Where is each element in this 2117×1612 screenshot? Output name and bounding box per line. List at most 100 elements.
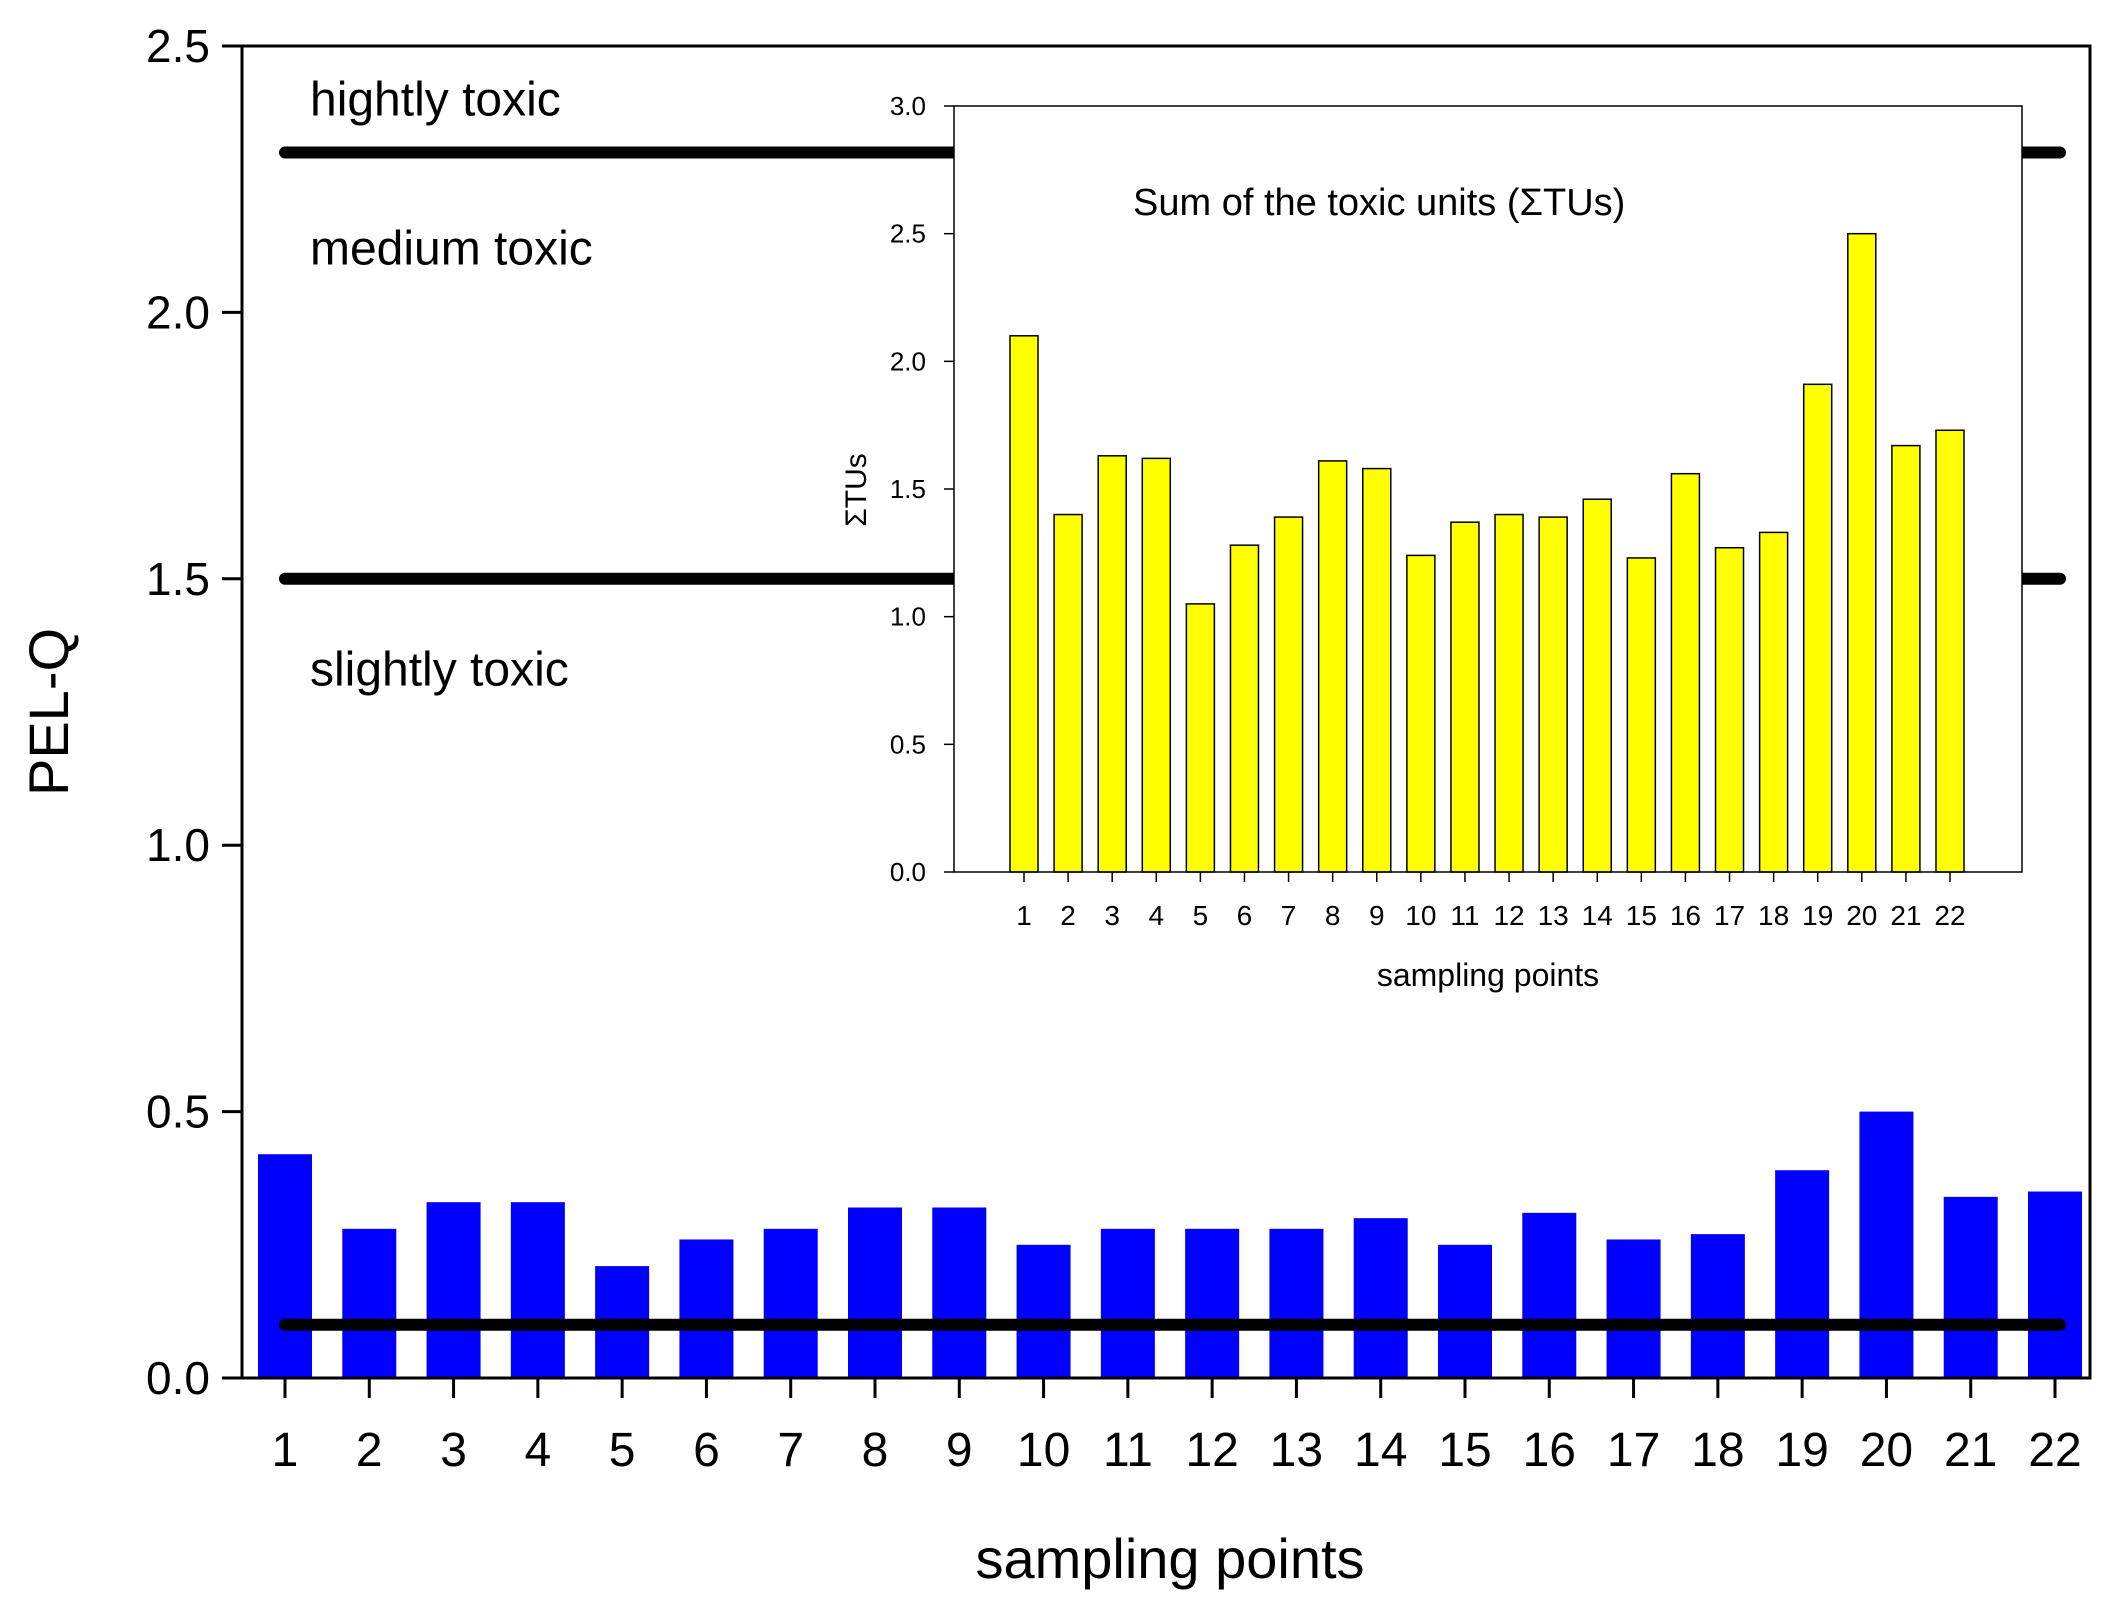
x-tick-label: 6 bbox=[693, 1424, 720, 1477]
x-tick-label: 16 bbox=[1523, 1424, 1576, 1477]
x-tick-label: 17 bbox=[1607, 1424, 1660, 1477]
y-axis-label: PEL-Q bbox=[17, 628, 80, 796]
inset-x-tick-label: 11 bbox=[1450, 900, 1479, 931]
inset-x-tick-label: 15 bbox=[1626, 900, 1657, 931]
inset-chart: 0.00.51.01.52.02.53.01 2 3 4 5 6 7 8 9 10 11 12 13 14… bbox=[840, 91, 2023, 993]
inset-bar bbox=[1362, 467, 1392, 873]
y-tick-label: 1.0 bbox=[146, 819, 210, 871]
inset-bar bbox=[1494, 513, 1524, 873]
inset-bar bbox=[1891, 444, 1921, 873]
inset-x-tick-label: 5 bbox=[1193, 900, 1209, 931]
inset-x-tick-label: 6 bbox=[1237, 900, 1253, 931]
inset-bar bbox=[1714, 546, 1745, 873]
inset-bar bbox=[1273, 516, 1304, 873]
main-axes-group: 0.00.51.01.52.02.51 2 3 4 5 6 7 8 9 10 11 12 13 14 15 1… bbox=[17, 20, 2092, 1590]
inset-y-tick-label: 0.0 bbox=[890, 857, 926, 887]
inset-axes-group: 0.00.51.01.52.02.53.01 2 3 4 5 6 7 8 9 10 11 12 13 14… bbox=[840, 91, 2023, 993]
toxicity-annotation: medium toxic bbox=[310, 222, 593, 275]
inset-bars-group bbox=[1009, 232, 1965, 873]
inset-x-tick-label: 17 bbox=[1714, 900, 1745, 931]
inset-x-tick-label: 14 bbox=[1582, 900, 1613, 931]
main-bar bbox=[1943, 1196, 1998, 1378]
inset-bar bbox=[1626, 557, 1657, 873]
x-tick-label: 19 bbox=[1775, 1424, 1828, 1477]
inset-bar bbox=[1185, 603, 1216, 873]
x-tick-label: 20 bbox=[1860, 1424, 1913, 1477]
inset-x-tick-label: 19 bbox=[1802, 900, 1833, 931]
main-bar bbox=[1690, 1234, 1745, 1378]
main-bar bbox=[2028, 1191, 2082, 1378]
inset-y-tick-label: 1.5 bbox=[890, 474, 926, 504]
toxicity-annotations-group: hightly toxic medium toxic slightly toxic bbox=[310, 73, 593, 696]
inset-x-tick-label: 10 bbox=[1405, 900, 1436, 931]
main-bar bbox=[1185, 1228, 1240, 1378]
inset-bar bbox=[1847, 232, 1877, 873]
x-tick-label: 18 bbox=[1691, 1424, 1744, 1477]
inset-bar bbox=[1670, 472, 1701, 873]
inset-x-tick-label: 18 bbox=[1758, 900, 1789, 931]
x-tick-label: 7 bbox=[777, 1424, 804, 1477]
x-tick-label: 15 bbox=[1438, 1424, 1491, 1477]
main-bar bbox=[1522, 1212, 1577, 1378]
main-bar bbox=[763, 1228, 818, 1378]
main-bar bbox=[1269, 1228, 1324, 1378]
inset-x-tick-label: 8 bbox=[1325, 900, 1341, 931]
x-tick-label: 8 bbox=[862, 1424, 889, 1477]
x-tick-label: 5 bbox=[609, 1424, 636, 1477]
main-bar bbox=[1606, 1239, 1661, 1378]
main-bar bbox=[510, 1202, 565, 1378]
inset-y-tick-label: 2.0 bbox=[890, 346, 926, 376]
x-tick-label: 22 bbox=[2028, 1424, 2081, 1477]
x-tick-label: 1 bbox=[272, 1424, 299, 1477]
inset-y-tick-label: 0.5 bbox=[890, 729, 926, 759]
inset-bar bbox=[1935, 429, 1965, 873]
inset-x-tick-label: 22 bbox=[1934, 900, 1965, 931]
inset-x-axis-label: sampling points bbox=[1377, 957, 1599, 993]
toxicity-annotation: hightly toxic bbox=[310, 73, 561, 126]
inset-bar bbox=[1758, 531, 1789, 873]
x-tick-label: 12 bbox=[1185, 1424, 1238, 1477]
main-bar bbox=[848, 1207, 902, 1378]
inset-y-axis-label: ΣTUs bbox=[840, 453, 873, 527]
main-bar bbox=[1859, 1111, 1914, 1378]
inset-x-tick-label: 3 bbox=[1104, 900, 1120, 931]
x-tick-label: 2 bbox=[356, 1424, 383, 1477]
x-tick-label: 13 bbox=[1270, 1424, 1323, 1477]
main-bar bbox=[258, 1154, 312, 1378]
inset-bar bbox=[1229, 544, 1260, 873]
inset-x-tick-label: 1 bbox=[1016, 900, 1032, 931]
y-tick-label: 1.5 bbox=[146, 553, 210, 605]
main-plot-frame bbox=[240, 44, 2092, 1380]
y-tick-label: 2.0 bbox=[146, 286, 210, 338]
inset-x-tick-label: 4 bbox=[1148, 900, 1164, 931]
inset-y-tick-label: 3.0 bbox=[890, 91, 926, 121]
x-tick-label: 21 bbox=[1944, 1424, 1997, 1477]
main-bar bbox=[342, 1228, 397, 1378]
toxicity-annotation: slightly toxic bbox=[310, 643, 569, 696]
main-bar bbox=[1775, 1170, 1830, 1378]
x-tick-label: 14 bbox=[1354, 1424, 1407, 1477]
inset-x-tick-label: 12 bbox=[1493, 900, 1524, 931]
inset-bar bbox=[1406, 554, 1436, 873]
inset-x-tick-label: 2 bbox=[1060, 900, 1076, 931]
inset-bar bbox=[1538, 516, 1568, 873]
inset-y-tick-label: 1.0 bbox=[890, 602, 926, 632]
main-bar bbox=[1438, 1244, 1492, 1378]
inset-background bbox=[954, 106, 2022, 872]
main-bar bbox=[932, 1207, 987, 1378]
x-axis-label: sampling points bbox=[975, 1527, 1364, 1590]
inset-bar bbox=[1317, 460, 1348, 873]
inset-bar bbox=[1582, 498, 1612, 873]
inset-x-tick-label: 13 bbox=[1538, 900, 1569, 931]
main-bar bbox=[1353, 1218, 1408, 1378]
y-tick-label: 0.0 bbox=[146, 1352, 210, 1404]
inset-bar bbox=[1141, 457, 1172, 873]
inset-x-tick-label: 21 bbox=[1890, 900, 1921, 931]
main-bar bbox=[679, 1239, 734, 1378]
main-bar bbox=[426, 1202, 481, 1378]
inset-bar bbox=[1450, 521, 1480, 873]
inset-bar bbox=[1097, 455, 1127, 873]
inset-x-tick-label: 7 bbox=[1281, 900, 1297, 931]
